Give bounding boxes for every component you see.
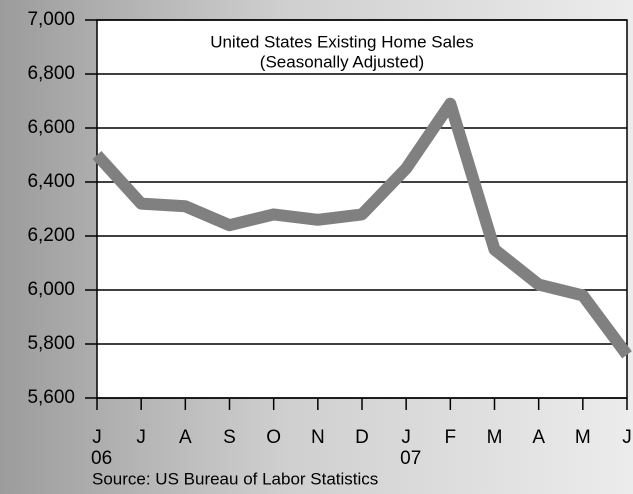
y-tick-label: 6,000: [27, 279, 75, 300]
x-tick-label: F: [445, 427, 457, 448]
x-tick-label: J: [136, 427, 146, 448]
x-tick-label: M: [487, 427, 503, 448]
y-tick-label: 6,800: [27, 63, 75, 84]
y-tick-label: 6,400: [27, 171, 75, 192]
x-year-label: 06: [91, 448, 112, 469]
chart-subtitle: (Seasonally Adjusted): [260, 52, 424, 71]
x-tick-label: O: [266, 427, 281, 448]
x-tick-label: N: [311, 427, 325, 448]
y-tick-label: 5,600: [27, 387, 75, 408]
x-tick-label: A: [532, 427, 545, 448]
y-tick-label: 6,600: [27, 117, 75, 138]
x-tick-label: A: [179, 427, 192, 448]
y-tick-label: 6,200: [27, 225, 75, 246]
x-tick-label: J: [92, 427, 102, 448]
x-tick-label: S: [223, 427, 236, 448]
data-line: [92, 97, 632, 359]
x-tick-label: D: [355, 427, 369, 448]
x-year-label: 07: [400, 448, 421, 469]
y-tick-label: 5,800: [27, 333, 75, 354]
source-note: Source: US Bureau of Labor Statistics: [92, 469, 378, 488]
x-tick-label: J: [622, 427, 632, 448]
y-tick-label: 7,000: [27, 9, 75, 30]
chart-title: United States Existing Home Sales: [210, 32, 474, 51]
x-tick-label: J: [401, 427, 411, 448]
x-tick-label: M: [575, 427, 591, 448]
